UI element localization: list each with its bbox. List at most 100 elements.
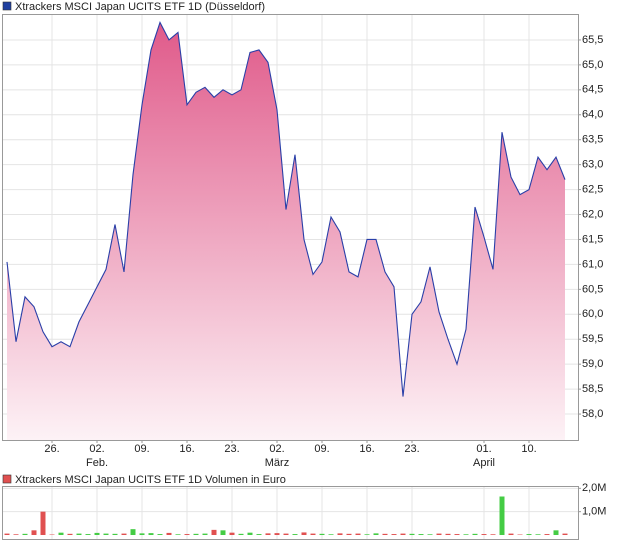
volume-bar xyxy=(337,533,343,535)
volume-bar xyxy=(436,533,442,535)
volume-bar xyxy=(328,534,334,535)
volume-bar xyxy=(454,534,460,535)
y-tick-label: 59,0 xyxy=(582,358,603,370)
y-tick-label: 58,5 xyxy=(582,383,603,395)
volume-bar xyxy=(544,534,550,535)
volume-bar xyxy=(481,534,487,535)
volume-bar xyxy=(103,533,109,535)
price-line xyxy=(6,21,566,397)
volume-bar xyxy=(463,534,469,535)
plot-frame xyxy=(2,14,579,441)
y-tick-label: 65,0 xyxy=(582,59,603,71)
x-tick-label: 10. xyxy=(521,443,536,455)
y-tick-label: 63,0 xyxy=(582,159,603,171)
volume-bar xyxy=(508,533,514,535)
y-tick-label: 62,5 xyxy=(582,183,603,195)
volume-bar xyxy=(526,534,532,535)
volume-plot: 1,0M 2,0M xyxy=(2,482,606,540)
y-tick-label: 2,0M xyxy=(582,482,606,494)
volume-bar xyxy=(535,534,541,535)
volume-bar xyxy=(274,533,280,535)
volume-bar xyxy=(175,534,181,535)
volume-bar xyxy=(292,534,298,535)
volume-bar xyxy=(409,533,415,535)
volume-bar xyxy=(130,529,136,535)
y-tick-label: 1,0M xyxy=(582,506,606,518)
month-label: Feb. xyxy=(86,457,108,469)
volume-bar xyxy=(265,533,271,535)
month-label: März xyxy=(265,457,289,469)
x-tick-label: 02. xyxy=(269,443,284,455)
volume-bar xyxy=(22,533,28,535)
volume-bar xyxy=(202,533,208,535)
y-tick-label: 62,0 xyxy=(582,208,603,220)
x-tick-label: 16. xyxy=(179,443,194,455)
volume-bar xyxy=(85,534,91,535)
volume-bar xyxy=(220,530,226,535)
volume-bar xyxy=(472,533,478,535)
price-area xyxy=(7,22,565,440)
volume-bar xyxy=(139,533,145,535)
y-tick-label: 64,5 xyxy=(582,84,603,96)
volume-bar xyxy=(373,533,379,535)
volume-bar xyxy=(76,533,82,535)
x-tick-label: 02. xyxy=(89,443,104,455)
y-tick-label: 59,5 xyxy=(582,333,603,345)
volume-bar xyxy=(67,533,73,535)
volume-bar xyxy=(427,534,433,535)
legend-swatch xyxy=(2,1,12,11)
volume-bar xyxy=(490,534,496,535)
y-tick-label: 65,5 xyxy=(582,34,603,46)
price-plot: 58,0 58,5 59,0 59,5 60,0 60,5 61,0 61,5 62,0 62,5… xyxy=(2,14,603,469)
volume-bar xyxy=(40,511,46,535)
volume-bar xyxy=(391,534,397,535)
volume-bar xyxy=(382,533,388,535)
y-tick-label: 60,5 xyxy=(582,283,603,295)
volume-bar xyxy=(166,532,172,535)
x-tick-label: 09. xyxy=(134,443,149,455)
y-tick-label: 61,0 xyxy=(582,258,603,270)
volume-bar xyxy=(346,533,352,535)
volume-bar xyxy=(13,534,19,535)
x-tick-label: 16. xyxy=(359,443,374,455)
volume-bar xyxy=(31,530,37,535)
volume-bar xyxy=(499,496,505,535)
volume-bar xyxy=(400,533,406,535)
volume-bar xyxy=(319,533,325,535)
volume-bar xyxy=(193,533,199,535)
chart-title: Xtrackers MSCI Japan UCITS ETF 1D (Düsse… xyxy=(15,1,265,13)
volume-bar xyxy=(562,533,568,535)
x-tick-label: 23. xyxy=(404,443,419,455)
x-tick-label: 01. xyxy=(476,443,491,455)
x-tick-label: 26. xyxy=(44,443,59,455)
month-label: April xyxy=(473,457,495,469)
volume-bar xyxy=(211,529,217,535)
x-tick-label: 09. xyxy=(314,443,329,455)
volume-bar xyxy=(184,534,190,535)
legend-swatch xyxy=(2,474,12,484)
volume-bar xyxy=(445,533,451,535)
volume-bar xyxy=(121,533,127,535)
y-tick-label: 60,0 xyxy=(582,308,603,320)
volume-bar xyxy=(247,532,253,535)
volume-bar xyxy=(553,530,559,535)
y-tick-label: 61,5 xyxy=(582,233,603,245)
volume-bar xyxy=(94,532,100,535)
plot-frame xyxy=(2,486,579,540)
volume-bar xyxy=(364,534,370,535)
volume-bar xyxy=(112,533,118,535)
volume-bar xyxy=(148,533,154,535)
y-tick-label: 64,0 xyxy=(582,109,603,121)
y-tick-label: 58,0 xyxy=(582,408,603,420)
volume-bar xyxy=(4,533,10,535)
volume-bar xyxy=(256,534,262,535)
volume-title: Xtrackers MSCI Japan UCITS ETF 1D Volume… xyxy=(15,474,286,486)
volume-bar xyxy=(157,534,163,535)
volume-bar xyxy=(238,533,244,535)
volume-bar xyxy=(58,532,64,535)
volume-bar xyxy=(229,532,235,535)
x-tick-label: 23. xyxy=(224,443,239,455)
volume-bar xyxy=(301,532,307,535)
volume-bar xyxy=(355,533,361,535)
